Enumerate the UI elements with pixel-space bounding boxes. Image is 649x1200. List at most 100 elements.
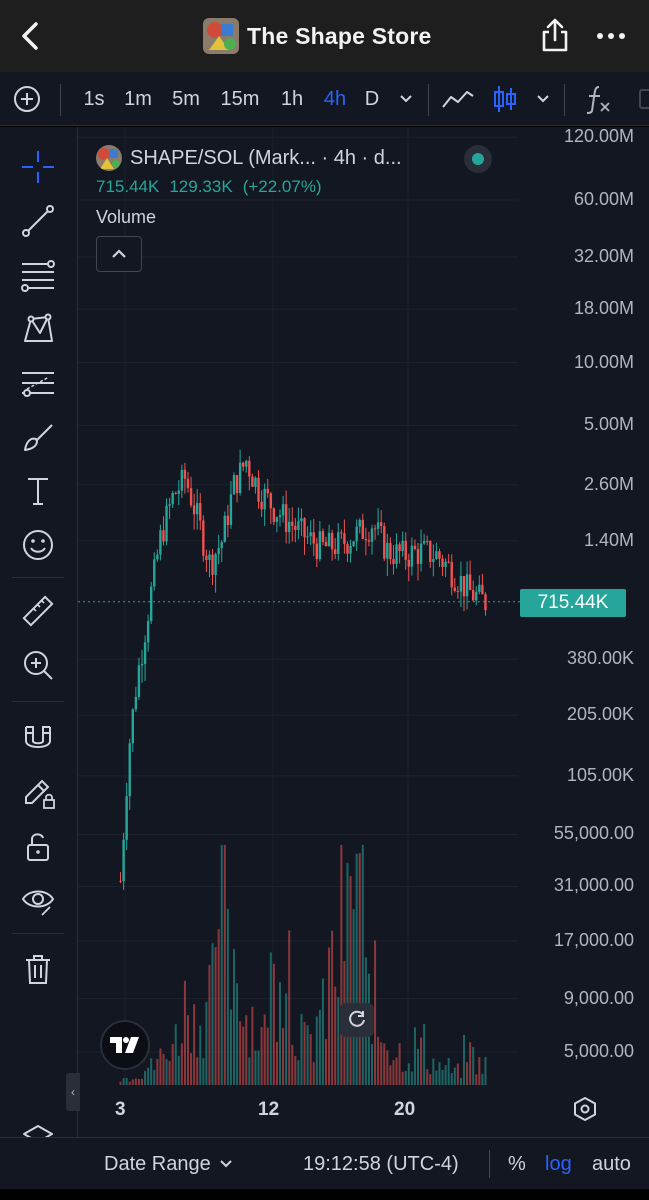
candle-body bbox=[202, 520, 205, 556]
candle-body bbox=[407, 559, 410, 567]
volume-bar bbox=[180, 1043, 183, 1085]
line-chart-button[interactable] bbox=[440, 72, 476, 126]
candle-body bbox=[217, 548, 220, 555]
scale-settings-button[interactable] bbox=[572, 1096, 598, 1122]
more-tools-button[interactable] bbox=[628, 72, 649, 126]
remove-drawings-tool[interactable] bbox=[16, 947, 60, 991]
volume-bar bbox=[282, 1028, 285, 1085]
volume-bar bbox=[254, 1050, 257, 1085]
volume-indicator-label[interactable]: Volume bbox=[96, 207, 157, 227]
candle-body bbox=[232, 475, 236, 495]
volume-bar bbox=[438, 1062, 441, 1085]
volume-bar bbox=[346, 863, 349, 1085]
volume-bar bbox=[156, 1058, 159, 1085]
candle-body bbox=[438, 551, 441, 559]
zoom-in-tool[interactable] bbox=[16, 643, 60, 687]
symbol-name[interactable]: SHAPE/SOL (Mark... · 4h · d... bbox=[130, 146, 402, 169]
candle-body bbox=[453, 587, 456, 591]
forecast-tool[interactable] bbox=[16, 361, 60, 405]
candle-body bbox=[189, 488, 193, 506]
candle-body bbox=[383, 526, 386, 559]
candle-body bbox=[199, 503, 202, 521]
price-axis-label: 2.60M bbox=[583, 473, 634, 494]
volume-bar bbox=[183, 980, 186, 1085]
collapse-sidebar-button[interactable]: ‹ bbox=[66, 1073, 80, 1111]
candle-body bbox=[324, 541, 328, 547]
interval-1s[interactable]: 1s bbox=[83, 87, 105, 110]
volume-bar bbox=[435, 1070, 438, 1085]
volume-bar bbox=[456, 1063, 459, 1085]
volume-bar bbox=[239, 1021, 242, 1085]
interval-4h[interactable]: 4h bbox=[323, 87, 347, 110]
market-status-badge[interactable] bbox=[464, 145, 492, 173]
candle-body bbox=[389, 542, 392, 560]
candle-body bbox=[340, 532, 343, 534]
chevron-left-icon bbox=[22, 22, 38, 50]
date-range-button[interactable]: Date Range bbox=[104, 1138, 233, 1190]
collapse-legend-button[interactable] bbox=[96, 236, 142, 272]
measure-tool[interactable] bbox=[16, 589, 60, 633]
percent-scale-toggle[interactable]: % bbox=[508, 1152, 526, 1175]
candle-body bbox=[318, 531, 322, 560]
chart-type-dropdown[interactable] bbox=[532, 72, 554, 126]
auto-scale-toggle[interactable]: auto bbox=[592, 1152, 631, 1175]
volume-bar bbox=[202, 1058, 205, 1085]
volume-bar bbox=[407, 1063, 410, 1085]
brush-tool[interactable] bbox=[16, 415, 60, 459]
candle-body bbox=[165, 505, 168, 542]
sidebar-divider bbox=[12, 577, 64, 578]
volume-bar bbox=[328, 947, 331, 1085]
interval-15m[interactable]: 15m bbox=[220, 87, 260, 110]
hide-drawings-tool[interactable] bbox=[16, 879, 60, 923]
crosshair-tool[interactable] bbox=[16, 145, 60, 189]
pattern-tool[interactable] bbox=[16, 307, 60, 351]
interval-dropdown[interactable] bbox=[394, 72, 418, 126]
emoji-tool[interactable] bbox=[16, 523, 60, 567]
function-icon bbox=[586, 86, 610, 114]
legend-values: 715.44K 129.33K (+22.07%) bbox=[96, 177, 402, 197]
volume-bar bbox=[128, 1081, 131, 1085]
toolbar-divider bbox=[60, 84, 61, 116]
fib-tool[interactable] bbox=[16, 253, 60, 297]
volume-bar bbox=[233, 949, 235, 1085]
chart-pane[interactable] bbox=[77, 127, 649, 1137]
reset-chart-button[interactable] bbox=[340, 1003, 374, 1037]
interval-5m[interactable]: 5m bbox=[172, 87, 200, 110]
volume-bar bbox=[190, 1053, 193, 1085]
share-button[interactable] bbox=[538, 16, 572, 54]
add-symbol-button[interactable] bbox=[10, 72, 44, 126]
candle-body bbox=[288, 521, 291, 532]
log-scale-toggle[interactable]: log bbox=[545, 1152, 572, 1175]
volume-bar bbox=[429, 1074, 432, 1085]
trend-line-tool[interactable] bbox=[16, 199, 60, 243]
shape-store-logo-icon bbox=[203, 18, 239, 54]
price-chart[interactable] bbox=[78, 127, 649, 1137]
prediction-icon bbox=[22, 372, 54, 397]
text-tool[interactable] bbox=[16, 469, 60, 513]
symbol-icon bbox=[96, 145, 122, 171]
indicators-button[interactable] bbox=[582, 72, 614, 126]
interval-1m[interactable]: 1m bbox=[124, 87, 152, 110]
timezone-button[interactable]: 19:12:58 (UTC-4) bbox=[303, 1152, 459, 1175]
interval-d[interactable]: D bbox=[364, 87, 380, 110]
home-indicator-area bbox=[0, 1189, 649, 1200]
candles-chart-button[interactable] bbox=[490, 72, 520, 126]
interval-1h[interactable]: 1h bbox=[280, 87, 304, 110]
volume-bar bbox=[371, 1043, 373, 1085]
back-button[interactable] bbox=[14, 18, 48, 54]
lock-drawing-tool[interactable] bbox=[16, 771, 60, 815]
text-icon bbox=[28, 478, 48, 505]
more-button[interactable] bbox=[594, 24, 628, 48]
tradingview-logo[interactable] bbox=[100, 1020, 150, 1070]
candle-body bbox=[156, 554, 159, 560]
candle-body bbox=[475, 591, 478, 601]
volume-bar bbox=[269, 952, 272, 1085]
magnet-tool[interactable] bbox=[16, 717, 60, 761]
lock-all-tool[interactable] bbox=[16, 825, 60, 869]
candle-body bbox=[226, 515, 230, 526]
candle-body bbox=[242, 462, 245, 467]
price-axis-label: 10.00M bbox=[573, 351, 634, 372]
price-axis-label: 120.00M bbox=[563, 126, 634, 147]
chevron-up-icon bbox=[112, 249, 126, 258]
volume-bar bbox=[245, 1015, 248, 1085]
